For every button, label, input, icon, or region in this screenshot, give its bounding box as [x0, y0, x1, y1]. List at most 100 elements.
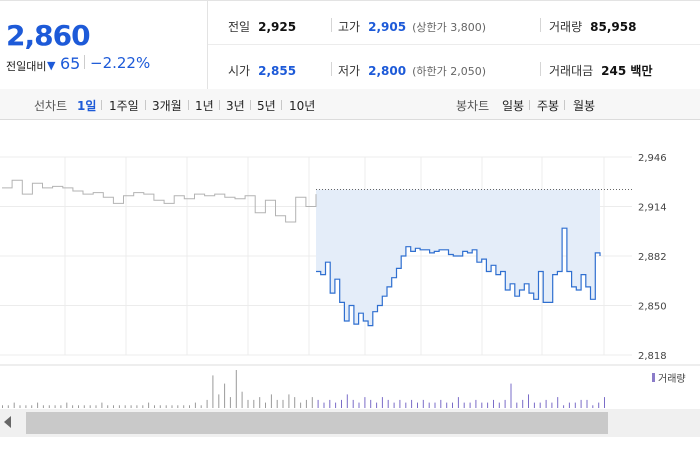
tab-1d[interactable]: 1일 — [77, 99, 97, 113]
divider — [540, 18, 541, 32]
stat-prev-close: 전일 2,925 — [228, 20, 297, 34]
volume-bar — [469, 402, 471, 408]
tab-10y[interactable]: 10년 — [289, 99, 316, 113]
intraday-chart: 2,946 2,914 2,882 2,850 2,818 거래량 — [0, 153, 700, 408]
volume-bar — [66, 402, 68, 408]
scroll-thumb[interactable] — [26, 412, 608, 434]
tab-3y[interactable]: 3년 — [226, 99, 245, 113]
y-tick-label: 2,850 — [638, 302, 667, 313]
volume-bar — [95, 405, 97, 408]
volume-bar — [13, 402, 15, 408]
volume-bar — [604, 397, 605, 408]
volume-bar — [346, 394, 348, 408]
volume-bar — [528, 394, 529, 408]
current-price: 2,860 — [6, 19, 91, 52]
volume-bar — [294, 397, 296, 408]
volume-legend-label: 거래량 — [658, 373, 686, 385]
volume-bar — [417, 402, 418, 408]
divider — [331, 62, 332, 76]
volume-bar — [118, 405, 120, 408]
volume-bar — [276, 399, 278, 408]
y-tick-label: 2,946 — [638, 153, 667, 164]
volume-bar — [440, 399, 442, 408]
volume-bar — [224, 383, 226, 408]
volume-bar — [434, 402, 436, 408]
stat-open: 시가 2,855 — [228, 64, 297, 78]
line-chart-label: 선차트 — [34, 99, 68, 113]
tab-monthly-candle[interactable]: 월봉 — [573, 99, 596, 113]
y-tick-label: 2,882 — [638, 252, 667, 263]
volume-bar — [311, 397, 313, 408]
volume-bar — [130, 405, 132, 408]
volume-bar — [574, 402, 576, 408]
price-box: 2,860 전일대비 ▼ 65 −2.22% — [0, 1, 208, 89]
volume-bar — [189, 405, 190, 408]
chart-period-tabs: 선차트 1일 1주일 3개월 1년 3년 5년 10년 봉차트 일봉 주봉 월봉 — [0, 89, 700, 120]
volume-bar — [200, 405, 202, 408]
stat-low: 저가 2,800 (하한가 2,050) — [338, 64, 486, 78]
scroll-left-arrow-icon[interactable] — [4, 416, 11, 428]
tab-1y[interactable]: 1년 — [195, 99, 214, 113]
tab-daily-candle[interactable]: 일봉 — [502, 99, 525, 113]
volume-bar — [586, 399, 588, 408]
tab-3m[interactable]: 3개월 — [152, 99, 182, 113]
volume-bar — [218, 394, 220, 408]
volume-bar — [393, 402, 395, 408]
volume-bar — [381, 397, 383, 408]
volume-bar — [194, 402, 196, 408]
volume-bar — [481, 402, 483, 408]
volume-bar — [48, 405, 50, 408]
volume-bar — [329, 399, 331, 408]
volume-bar — [545, 399, 547, 408]
volume-bar — [457, 397, 459, 408]
y-tick-label: 2,818 — [638, 351, 667, 362]
volume-bar — [510, 383, 512, 408]
volume-bar — [422, 399, 424, 408]
volume-bar — [25, 405, 27, 408]
volume-bar — [335, 402, 337, 408]
stat-volume: 거래량 85,958 — [549, 20, 637, 34]
volume-bar — [557, 397, 559, 408]
volume-bar — [405, 402, 407, 408]
series-line-current — [316, 227, 601, 327]
volume-bar — [37, 402, 39, 408]
volume-bar — [341, 399, 342, 408]
tab-weekly-candle[interactable]: 주봉 — [537, 99, 560, 113]
volume-bar — [72, 405, 74, 408]
volume-bar — [411, 399, 413, 408]
volume-bar — [598, 402, 600, 408]
volume-bar — [522, 399, 524, 408]
volume-bar — [124, 405, 126, 408]
volume-bar — [376, 402, 378, 408]
chart-scrollbar[interactable] — [0, 409, 700, 437]
volume-bar — [288, 394, 290, 408]
volume-bar — [136, 405, 138, 408]
volume-bar — [270, 394, 272, 408]
volume-bar — [235, 370, 237, 408]
volume-bar — [229, 397, 231, 408]
tab-1w[interactable]: 1주일 — [109, 99, 139, 113]
volume-bar — [487, 402, 489, 408]
volume-bar — [563, 405, 565, 408]
volume-bar — [516, 402, 518, 408]
quote-header: 2,860 전일대비 ▼ 65 −2.22% 전일 2,925 고가 2,905 (상… — [0, 0, 700, 90]
volume-bar — [452, 402, 453, 408]
change-label: 전일대비 — [6, 60, 47, 73]
change-value: 65 — [60, 54, 81, 73]
volume-bar — [113, 405, 114, 408]
volume-bar — [498, 402, 500, 408]
volume-bar — [206, 399, 208, 408]
volume-bar — [54, 405, 56, 408]
tab-5y[interactable]: 5년 — [257, 99, 276, 113]
divider — [250, 100, 251, 110]
divider — [145, 100, 146, 110]
volume-bar — [580, 399, 582, 408]
volume-bar — [551, 402, 553, 408]
volume-bar — [107, 405, 109, 408]
volume-bar — [387, 399, 389, 408]
volume-bar — [60, 405, 62, 408]
volume-bar — [42, 405, 44, 408]
divider — [331, 18, 332, 32]
stat-high: 고가 2,905 (상한가 3,800) — [338, 20, 486, 34]
volume-legend-swatch — [652, 373, 655, 382]
